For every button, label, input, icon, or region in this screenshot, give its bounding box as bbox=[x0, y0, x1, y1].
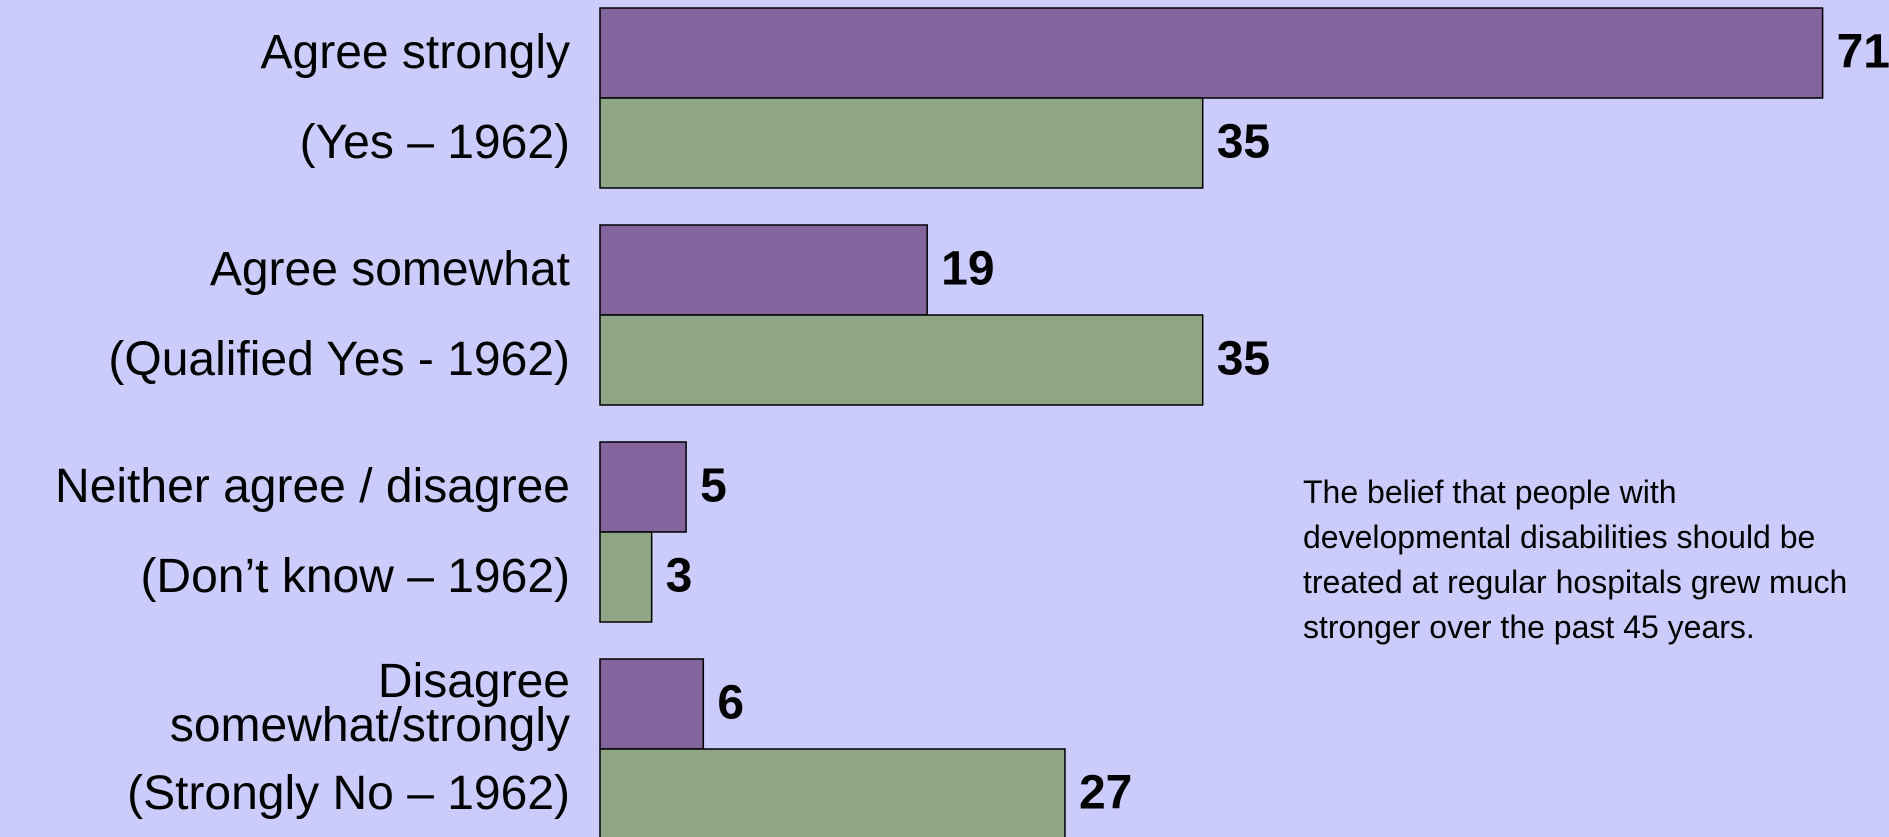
sub-label: (Qualified Yes - 1962) bbox=[108, 333, 570, 386]
sub-label: (Strongly No – 1962) bbox=[127, 767, 570, 820]
bar bbox=[599, 748, 1066, 837]
annotation: The belief that people with developmenta… bbox=[1303, 474, 1848, 645]
category-label: Agree strongly bbox=[260, 26, 571, 79]
bar bbox=[599, 531, 653, 623]
bar bbox=[599, 441, 687, 533]
category-label: Agree somewhat bbox=[209, 243, 570, 296]
value-label: 35 bbox=[1217, 116, 1270, 169]
value-label: 5 bbox=[700, 460, 727, 513]
bar bbox=[599, 224, 928, 316]
bar bbox=[599, 7, 1824, 99]
value-label: 35 bbox=[1217, 333, 1270, 386]
category-label: Neither agree / disagree bbox=[55, 460, 570, 513]
bar bbox=[599, 314, 1204, 406]
bar bbox=[599, 97, 1204, 189]
value-label: 3 bbox=[666, 550, 693, 603]
value-label: 71 bbox=[1837, 26, 1889, 79]
value-label: 19 bbox=[941, 243, 994, 296]
category-label: Disagree somewhat/strongly bbox=[169, 655, 570, 752]
bar bbox=[599, 658, 705, 750]
value-label: 27 bbox=[1079, 767, 1132, 820]
sub-label: (Yes – 1962) bbox=[299, 116, 570, 169]
sub-label: (Don’t know – 1962) bbox=[140, 550, 570, 603]
value-label: 6 bbox=[717, 677, 744, 730]
